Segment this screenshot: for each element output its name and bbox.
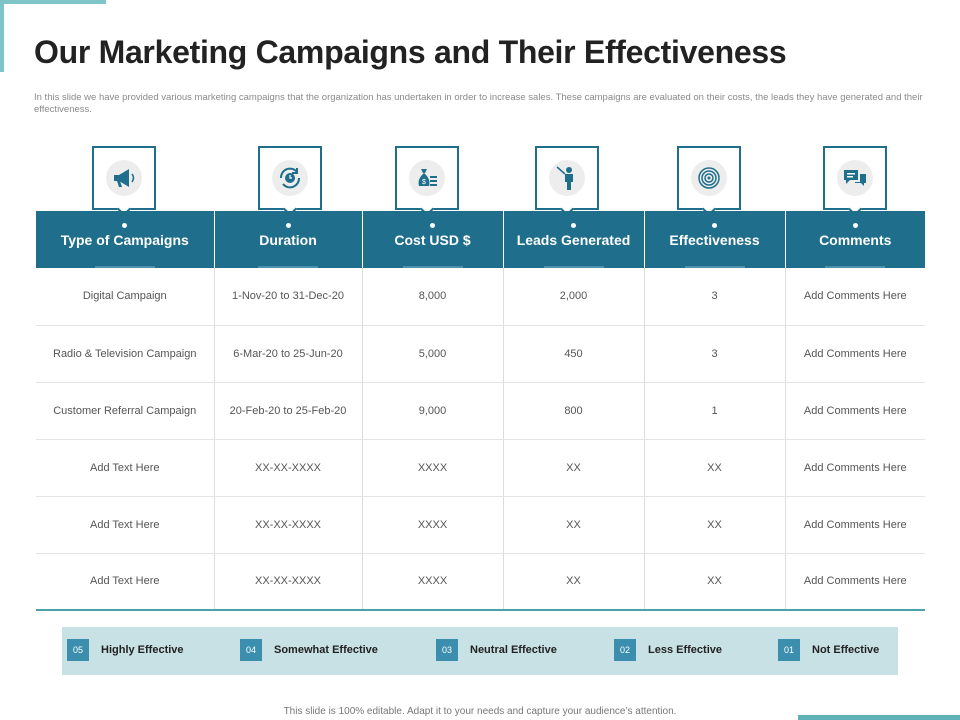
icon-box-leads: [535, 146, 599, 217]
corner-accent-horizontal: [0, 0, 106, 4]
table-row: Radio & Television Campaign 6-Mar-20 to …: [36, 325, 925, 383]
header-duration: Duration: [214, 211, 363, 268]
icon-box-cost: $: [395, 146, 459, 217]
clock-cycle-icon: [279, 167, 301, 189]
cell-effectiveness: 1: [644, 382, 786, 440]
cell-comments: Add Comments Here: [785, 382, 925, 440]
corner-accent-bottom: [798, 715, 960, 720]
legend-number: 04: [240, 639, 262, 661]
table-row: Digital Campaign 1-Nov-20 to 31-Dec-20 8…: [36, 268, 925, 326]
legend-label: Highly Effective: [101, 644, 184, 656]
target-icon: [698, 167, 720, 189]
cell-type: Add Text Here: [36, 553, 215, 611]
legend-label: Neutral Effective: [470, 644, 557, 656]
cell-comments: Add Comments Here: [785, 268, 925, 326]
cell-effectiveness: XX: [644, 496, 786, 554]
legend-number: 01: [778, 639, 800, 661]
cell-duration: 6-Mar-20 to 25-Jun-20: [214, 325, 363, 383]
icon-box-comments: [823, 146, 887, 217]
cell-cost: XXXX: [362, 439, 504, 497]
chat-bubbles-icon: [844, 170, 866, 186]
svg-text:$: $: [422, 179, 426, 186]
cell-cost: 9,000: [362, 382, 504, 440]
legend-item: 04 Somewhat Effective: [240, 639, 378, 661]
cell-type: Digital Campaign: [36, 268, 215, 326]
footer-note: This slide is 100% editable. Adapt it to…: [283, 706, 677, 717]
icon-box-campaigns: [92, 146, 156, 217]
cell-leads: XX: [503, 439, 645, 497]
legend-number: 02: [614, 639, 636, 661]
cell-cost: 8,000: [362, 268, 504, 326]
cell-type: Add Text Here: [36, 496, 215, 554]
legend-label: Somewhat Effective: [274, 644, 378, 656]
legend-item: 02 Less Effective: [614, 639, 722, 661]
effectiveness-legend: 05 Highly Effective 04 Somewhat Effectiv…: [62, 627, 898, 675]
header-effectiveness: Effectiveness: [644, 211, 786, 268]
legend-label: Not Effective: [812, 644, 880, 656]
money-bag-icon: $: [418, 169, 437, 186]
cell-leads: 2,000: [503, 268, 645, 326]
cell-cost: XXXX: [362, 496, 504, 554]
cell-leads: XX: [503, 553, 645, 611]
cell-duration: 1-Nov-20 to 31-Dec-20: [214, 268, 363, 326]
cell-cost: XXXX: [362, 553, 504, 611]
cell-effectiveness: XX: [644, 439, 786, 497]
cell-leads: XX: [503, 496, 645, 554]
megaphone-icon: [114, 169, 135, 187]
legend-label: Less Effective: [648, 644, 722, 656]
cell-duration: XX-XX-XXXX: [214, 439, 363, 497]
cell-effectiveness: 3: [644, 268, 786, 326]
cell-comments: Add Comments Here: [785, 325, 925, 383]
cell-type: Add Text Here: [36, 439, 215, 497]
icon-box-effectiveness: [677, 146, 741, 217]
icon-box-duration: [258, 146, 322, 217]
cell-cost: 5,000: [362, 325, 504, 383]
cell-duration: XX-XX-XXXX: [214, 553, 363, 611]
presenter-icon: [556, 166, 573, 190]
cell-leads: 800: [503, 382, 645, 440]
cell-effectiveness: XX: [644, 553, 786, 611]
corner-accent-vertical: [0, 0, 4, 72]
header-type: Type of Campaigns: [36, 211, 215, 268]
cell-type: Customer Referral Campaign: [36, 382, 215, 440]
cell-comments: Add Comments Here: [785, 439, 925, 497]
campaigns-table: Type of Campaigns Duration Cost USD $ Le…: [36, 211, 925, 611]
table-row: Add Text Here XX-XX-XXXX XXXX XX XX Add …: [36, 553, 925, 611]
header-comments: Comments: [785, 211, 925, 268]
table-row: Customer Referral Campaign 20-Feb-20 to …: [36, 382, 925, 440]
cell-comments: Add Comments Here: [785, 553, 925, 611]
legend-item: 05 Highly Effective: [67, 639, 184, 661]
table-row: Add Text Here XX-XX-XXXX XXXX XX XX Add …: [36, 439, 925, 497]
cell-type: Radio & Television Campaign: [36, 325, 215, 383]
cell-leads: 450: [503, 325, 645, 383]
header-leads: Leads Generated: [503, 211, 645, 268]
slide-subtitle: In this slide we have provided various m…: [34, 92, 923, 115]
slide-title: Our Marketing Campaigns and Their Effect…: [34, 34, 787, 70]
legend-item: 03 Neutral Effective: [436, 639, 557, 661]
cell-comments: Add Comments Here: [785, 496, 925, 554]
table-row: Add Text Here XX-XX-XXXX XXXX XX XX Add …: [36, 496, 925, 554]
legend-number: 03: [436, 639, 458, 661]
header-cost: Cost USD $: [362, 211, 504, 268]
legend-item: 01 Not Effective: [778, 639, 879, 661]
cell-duration: XX-XX-XXXX: [214, 496, 363, 554]
cell-duration: 20-Feb-20 to 25-Feb-20: [214, 382, 363, 440]
legend-number: 05: [67, 639, 89, 661]
table-header-row: Type of Campaigns Duration Cost USD $ Le…: [36, 211, 925, 268]
cell-effectiveness: 3: [644, 325, 786, 383]
